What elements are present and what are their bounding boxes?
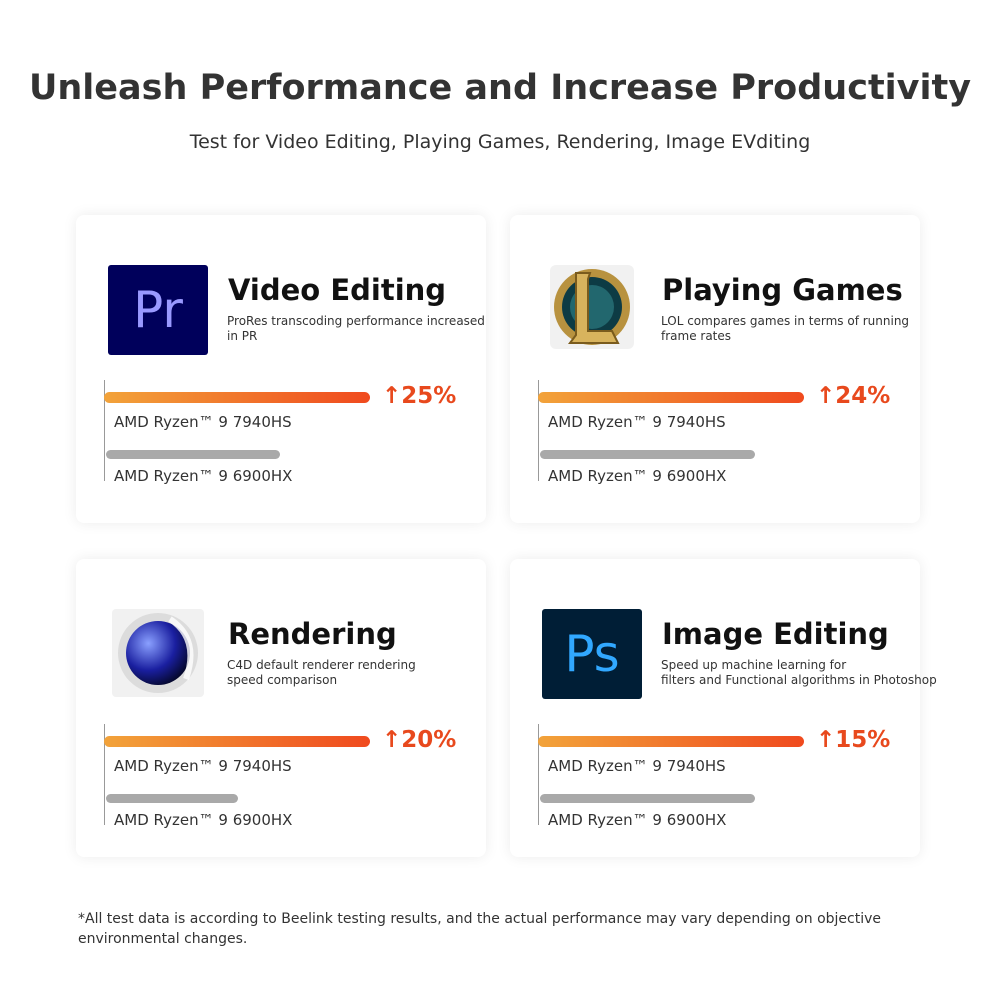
icon-text: Pr [133, 281, 183, 339]
app-icon: Pr [108, 265, 208, 359]
icon-text: Ps [564, 625, 619, 683]
app-icon [542, 265, 642, 359]
axis-line [104, 380, 105, 481]
footnote-line: *All test data is according to Beelink t… [78, 911, 881, 927]
axis-line [538, 724, 539, 825]
cpu-label: AMD Ryzen™ 9 7940HS [114, 413, 292, 431]
improvement: ↑20% [382, 727, 457, 753]
new-cpu-bar [538, 392, 804, 403]
card: Ps Image Editing Speed up machine learning… [510, 559, 937, 857]
card-description: ProRes transcoding performance increased [227, 314, 485, 328]
axis-line [538, 380, 539, 481]
card-description: frame rates [661, 329, 732, 343]
cpu-label: AMD Ryzen™ 9 6900HX [114, 811, 293, 829]
new-cpu-bar [538, 736, 804, 747]
footnote: *All test data is according to Beelink t… [78, 909, 881, 949]
card-description: Speed up machine learning for [661, 658, 847, 672]
cpu-label: AMD Ryzen™ 9 7940HS [548, 413, 726, 431]
footnote-line: environmental changes. [78, 931, 248, 947]
card-description: speed comparison [227, 673, 338, 687]
improvement: ↑25% [382, 383, 457, 409]
axis-line [104, 724, 105, 825]
new-cpu-bar [104, 736, 370, 747]
old-cpu-bar [106, 450, 280, 459]
page-title: Unleash Performance and Increase Product… [28, 68, 972, 108]
app-icon [108, 609, 208, 703]
cpu-label: AMD Ryzen™ 9 6900HX [114, 467, 293, 485]
old-cpu-bar [106, 794, 238, 803]
card-title: Playing Games [662, 273, 903, 307]
improvement: ↑15% [816, 727, 891, 753]
cpu-label: AMD Ryzen™ 9 6900HX [548, 467, 727, 485]
card: Playing Games LOL compares games in terms… [510, 215, 920, 523]
old-cpu-bar [540, 450, 755, 459]
card-description: C4D default renderer rendering [227, 658, 416, 672]
card-description: LOL compares games in terms of running [661, 314, 910, 328]
cpu-label: AMD Ryzen™ 9 6900HX [548, 811, 727, 829]
improvement: ↑24% [816, 383, 891, 409]
card-title: Rendering [228, 617, 397, 651]
card-title: Video Editing [228, 273, 447, 307]
new-cpu-bar [104, 392, 370, 403]
card-title: Image Editing [662, 617, 889, 651]
old-cpu-bar [540, 794, 755, 803]
card: Pr Video Editing ProRes transcoding perfor… [76, 215, 486, 523]
cpu-label: AMD Ryzen™ 9 7940HS [114, 757, 292, 775]
card: Rendering C4D default renderer rendering s… [76, 559, 486, 857]
app-icon: Ps [542, 609, 642, 703]
card-description: in PR [227, 329, 258, 343]
card-description: filters and Functional algorithms in Pho… [661, 673, 937, 687]
cpu-label: AMD Ryzen™ 9 7940HS [548, 757, 726, 775]
page-subtitle: Test for Video Editing, Playing Games, R… [189, 131, 811, 153]
